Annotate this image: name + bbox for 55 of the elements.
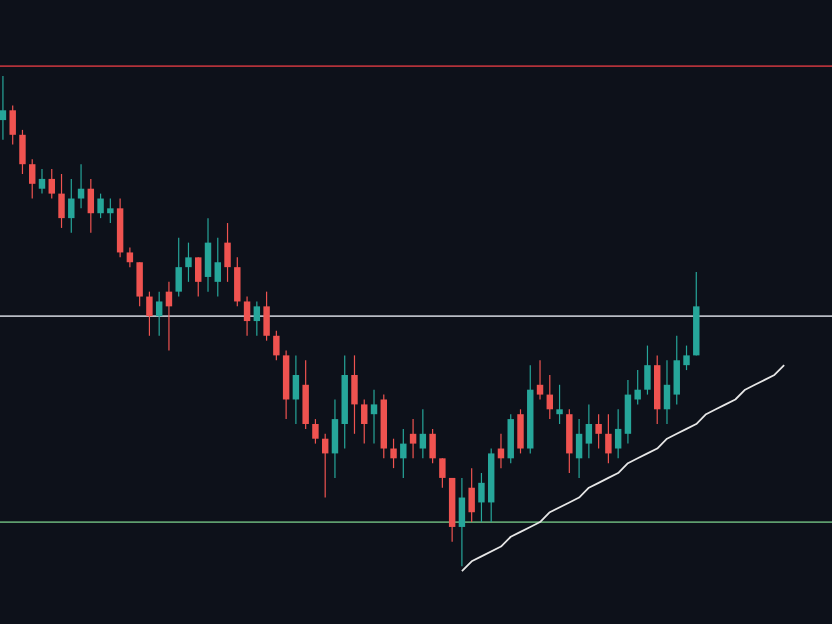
candlestick (214, 237, 221, 298)
candlestick (585, 403, 593, 459)
candlestick (263, 291, 270, 342)
candlestick (439, 457, 446, 489)
candlestick (614, 408, 622, 459)
candlestick (0, 75, 7, 141)
candlestick (19, 129, 26, 175)
candlestick (29, 158, 36, 200)
candlestick (48, 168, 55, 200)
candlestick (556, 384, 563, 425)
candlestick (126, 246, 134, 268)
candlestick (253, 300, 261, 337)
candlestick (536, 359, 544, 401)
candlestick (195, 256, 202, 298)
candlestick (429, 428, 436, 464)
candlestick (68, 178, 75, 234)
candlestick (468, 467, 475, 523)
candlestick (419, 408, 427, 459)
candlestick (185, 242, 192, 283)
candlestick (605, 413, 612, 464)
candlestick (517, 408, 524, 455)
candlestick (292, 354, 300, 425)
candlestick (575, 418, 583, 479)
candlestick (87, 178, 95, 234)
candlestick (282, 349, 290, 420)
candlestick (77, 163, 85, 209)
candlestick (155, 291, 163, 337)
candlestick (175, 237, 182, 298)
candlestick (38, 168, 46, 195)
candlestick (116, 197, 124, 258)
candlestick (566, 408, 573, 474)
candlestick (136, 261, 143, 307)
candlestick (400, 428, 407, 479)
candlestick (312, 418, 319, 445)
candlestick (273, 330, 280, 361)
candlestick (644, 344, 651, 396)
candlestick (458, 477, 466, 567)
candlestick (663, 359, 671, 425)
candlestick (595, 413, 602, 450)
candlestick (243, 295, 251, 337)
candlestick (224, 222, 231, 283)
candlestick (370, 389, 378, 445)
candlestick (9, 104, 16, 146)
candlestick (204, 217, 212, 293)
candlestick (234, 256, 241, 307)
candlestick (302, 359, 309, 430)
candlestick (390, 438, 397, 469)
candlestick (361, 398, 368, 445)
candlestick (409, 418, 417, 459)
candlestick (653, 354, 661, 425)
candlestick (331, 398, 339, 479)
candlestick (351, 354, 358, 435)
candlestick (146, 291, 153, 337)
candlestick (58, 173, 65, 229)
candlestick (507, 413, 514, 464)
